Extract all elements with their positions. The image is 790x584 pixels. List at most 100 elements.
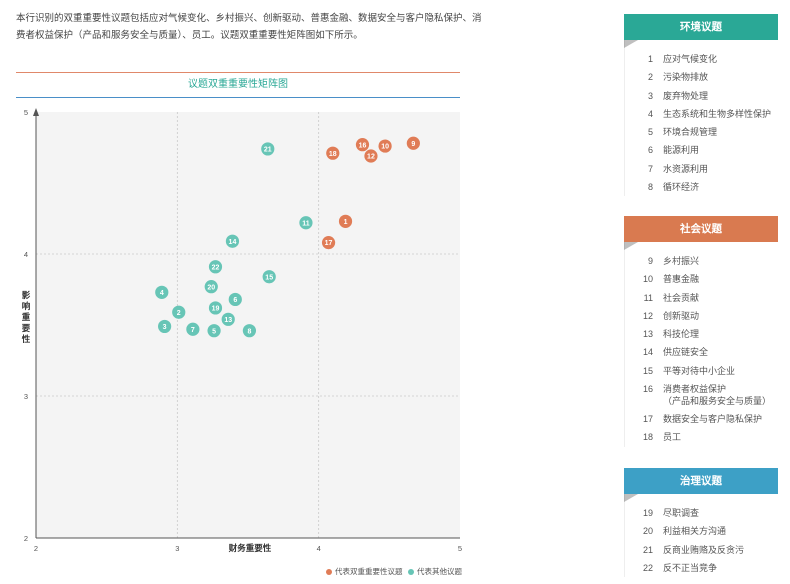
env-topics-title: 环境议题 bbox=[680, 21, 722, 33]
topic-label: 普惠金融 bbox=[663, 274, 700, 285]
x-tick-label: 3 bbox=[175, 544, 179, 553]
data-point-9 bbox=[406, 136, 420, 150]
data-point-label-8: 8 bbox=[247, 328, 251, 335]
topic-item-6: 6 能源利用 bbox=[625, 141, 778, 159]
topic-label: 科技伦理 bbox=[663, 329, 700, 340]
social-topics-header: 社会议题 bbox=[624, 216, 778, 250]
data-point-label-17: 17 bbox=[325, 240, 333, 247]
legend-item-double: 代表双重重要性议题 bbox=[326, 566, 403, 577]
topic-number: 15 bbox=[642, 365, 653, 376]
topic-number: 2 bbox=[647, 72, 653, 83]
legend-label-other: 代表其他议题 bbox=[417, 567, 462, 576]
topic-item-20: 20 利益相关方沟通 bbox=[625, 522, 778, 540]
topic-number: 12 bbox=[642, 310, 653, 321]
topic-item-3: 3 废弃物处理 bbox=[625, 87, 778, 105]
y-axis-title-char: 要 bbox=[22, 323, 31, 333]
topic-item-16: 16 消费者权益保护 （产品和服务安全与质量） bbox=[625, 380, 778, 410]
topic-number: 7 bbox=[647, 163, 653, 174]
topic-item-13: 13 科技伦理 bbox=[625, 325, 778, 343]
data-point-label-18: 18 bbox=[329, 151, 337, 158]
legend-label-double: 代表双重重要性议题 bbox=[335, 567, 403, 576]
x-axis-title: 财务重要性 bbox=[228, 543, 272, 553]
data-point-label-21: 21 bbox=[264, 147, 272, 154]
data-point-2 bbox=[172, 305, 186, 319]
topic-number: 10 bbox=[642, 274, 653, 285]
data-point-12 bbox=[364, 149, 378, 163]
topic-item-21: 21 反商业贿赂及反贪污 bbox=[625, 541, 778, 559]
topic-number: 19 bbox=[642, 508, 653, 518]
y-axis-title-char: 重 bbox=[22, 312, 31, 322]
topic-number: 5 bbox=[647, 127, 653, 138]
social-topics-panel: 社会议题 9 乡村振兴 10 普惠金融 11 社会贡献 12 创新驱动 13 科技伦理 14 供应链安… bbox=[624, 216, 778, 447]
topic-number: 20 bbox=[642, 526, 653, 537]
y-tick-label: 4 bbox=[24, 250, 28, 259]
data-point-21 bbox=[261, 142, 275, 156]
topic-label: 消费者权益保护 （产品和服务安全与质量） bbox=[663, 384, 772, 407]
topic-number: 14 bbox=[642, 347, 653, 358]
topic-label: 平等对待中小企业 bbox=[663, 365, 736, 376]
data-point-10 bbox=[378, 139, 392, 153]
topic-item-4: 4 生态系统和生物多样性保护 bbox=[625, 105, 778, 123]
y-tick-label: 3 bbox=[24, 392, 28, 401]
y-axis-title-char: 性 bbox=[22, 334, 31, 344]
topic-item-8: 8 循环经济 bbox=[625, 178, 778, 196]
data-point-label-15: 15 bbox=[265, 274, 273, 281]
y-axis-title-char: 影 bbox=[22, 290, 31, 300]
data-point-14 bbox=[225, 234, 240, 248]
topic-number: 13 bbox=[642, 329, 653, 340]
topic-number: 4 bbox=[647, 108, 653, 119]
env-topics-list: 1 应对气候变化 2 污染物排放 3 废弃物处理 4 生态系统和生物多样性保护 5 环境合规管理 6… bbox=[624, 40, 778, 197]
data-point-15 bbox=[262, 270, 276, 284]
data-point-5 bbox=[207, 324, 221, 338]
topic-label: 尽职调查 bbox=[663, 508, 700, 518]
topic-label: 污染物排放 bbox=[663, 72, 709, 83]
topic-item-17: 17 数据安全与客户隐私保护 bbox=[625, 410, 778, 428]
legend-item-other: 代表其他议题 bbox=[408, 566, 462, 577]
legend-dot-double bbox=[326, 568, 332, 575]
data-point-label-3: 3 bbox=[163, 324, 167, 331]
data-point-label-5: 5 bbox=[212, 328, 216, 335]
data-point-8 bbox=[242, 324, 257, 338]
data-point-label-2: 2 bbox=[177, 310, 181, 317]
topic-number: 21 bbox=[642, 544, 653, 555]
chart-title-bar: 议题双重重要性矩阵图 bbox=[16, 72, 460, 98]
y-axis-title-char: 响 bbox=[22, 301, 31, 311]
data-point-4 bbox=[155, 285, 169, 299]
topic-number: 17 bbox=[642, 414, 653, 425]
data-point-3 bbox=[158, 319, 172, 334]
legend-dot-other bbox=[408, 568, 414, 575]
intro-paragraph: 本行识别的双重重要性议题包括应对气候变化、乡村振兴、创新驱动、普惠金融、数据安全… bbox=[16, 13, 482, 41]
topic-item-22: 22 反不正当竞争 bbox=[625, 559, 778, 577]
topic-item-7: 7 水资源利用 bbox=[625, 160, 778, 178]
topic-number: 8 bbox=[647, 182, 653, 193]
data-point-label-10: 10 bbox=[381, 144, 389, 151]
data-point-label-11: 11 bbox=[302, 220, 310, 227]
topic-label: 反不正当竞争 bbox=[663, 562, 718, 573]
topic-label: 供应链安全 bbox=[663, 347, 709, 358]
topic-item-19: 19 尽职调查 bbox=[625, 504, 778, 522]
data-point-22 bbox=[208, 260, 223, 274]
x-tick-label: 5 bbox=[458, 544, 462, 553]
data-point-label-16: 16 bbox=[359, 142, 367, 149]
chart-title: 议题双重重要性矩阵图 bbox=[188, 79, 288, 90]
data-point-label-1: 1 bbox=[344, 219, 348, 226]
topic-label: 循环经济 bbox=[663, 182, 700, 193]
data-point-label-7: 7 bbox=[191, 327, 195, 334]
data-point-11 bbox=[299, 216, 313, 230]
x-tick-label: 4 bbox=[317, 544, 321, 553]
data-point-16 bbox=[355, 138, 370, 152]
topic-item-18: 18 员工 bbox=[625, 428, 778, 446]
topic-item-15: 15 平等对待中小企业 bbox=[625, 362, 778, 380]
data-point-label-20: 20 bbox=[207, 284, 215, 291]
social-topics-title: 社会议题 bbox=[680, 223, 722, 235]
topic-item-5: 5 环境合规管理 bbox=[625, 123, 778, 141]
data-point-label-19: 19 bbox=[212, 306, 220, 313]
topic-number: 22 bbox=[642, 562, 653, 573]
topic-item-9: 9 乡村振兴 bbox=[625, 252, 778, 270]
topic-number: 9 bbox=[647, 256, 653, 266]
gov-topics-header: 治理议题 bbox=[624, 468, 778, 502]
topic-label: 社会贡献 bbox=[663, 292, 700, 303]
topic-label: 利益相关方沟通 bbox=[663, 526, 727, 537]
data-point-label-13: 13 bbox=[224, 317, 232, 324]
x-tick-label: 2 bbox=[34, 544, 38, 553]
